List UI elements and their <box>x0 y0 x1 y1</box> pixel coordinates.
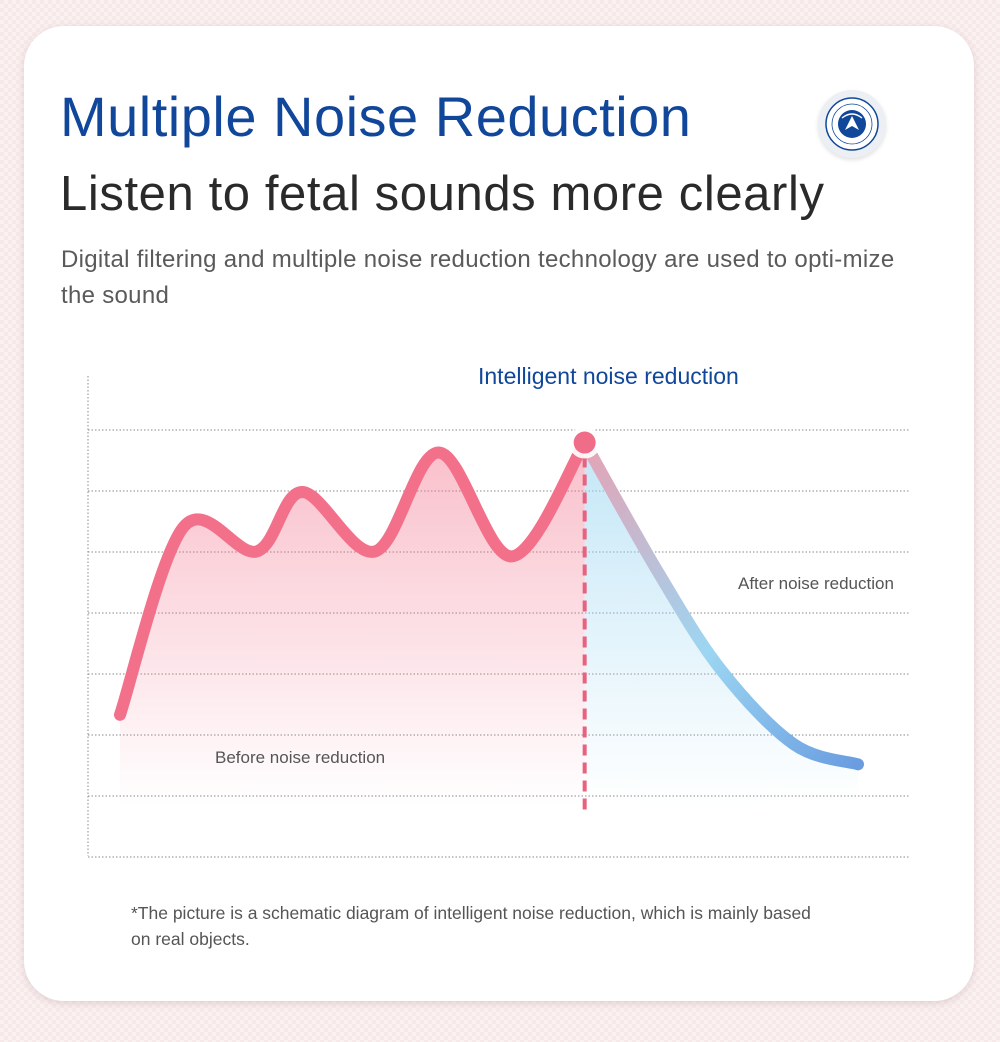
after-area-fill <box>584 442 858 806</box>
before-series-line <box>114 436 591 721</box>
after-series-line <box>578 436 864 771</box>
page-title: Multiple Noise Reduction <box>60 85 692 148</box>
content-card: Multiple Noise Reduction Listen to fetal… <box>24 26 974 1001</box>
page-subtitle: Listen to fetal sounds more clearly <box>60 167 825 221</box>
highlight-label: Intelligent noise reduction <box>478 363 739 389</box>
certification-seal-icon <box>818 90 886 158</box>
noise-reduction-chart: Intelligent noise reduction Before noise … <box>87 363 910 858</box>
before-area-fill <box>120 442 585 806</box>
peak-dot <box>573 431 596 454</box>
description-text: Digital filtering and multiple noise red… <box>61 246 895 309</box>
footnote-text: *The picture is a schematic diagram of i… <box>131 903 811 949</box>
before-series-label: Before noise reduction <box>215 748 385 767</box>
after-series-label: After noise reduction <box>738 574 894 593</box>
